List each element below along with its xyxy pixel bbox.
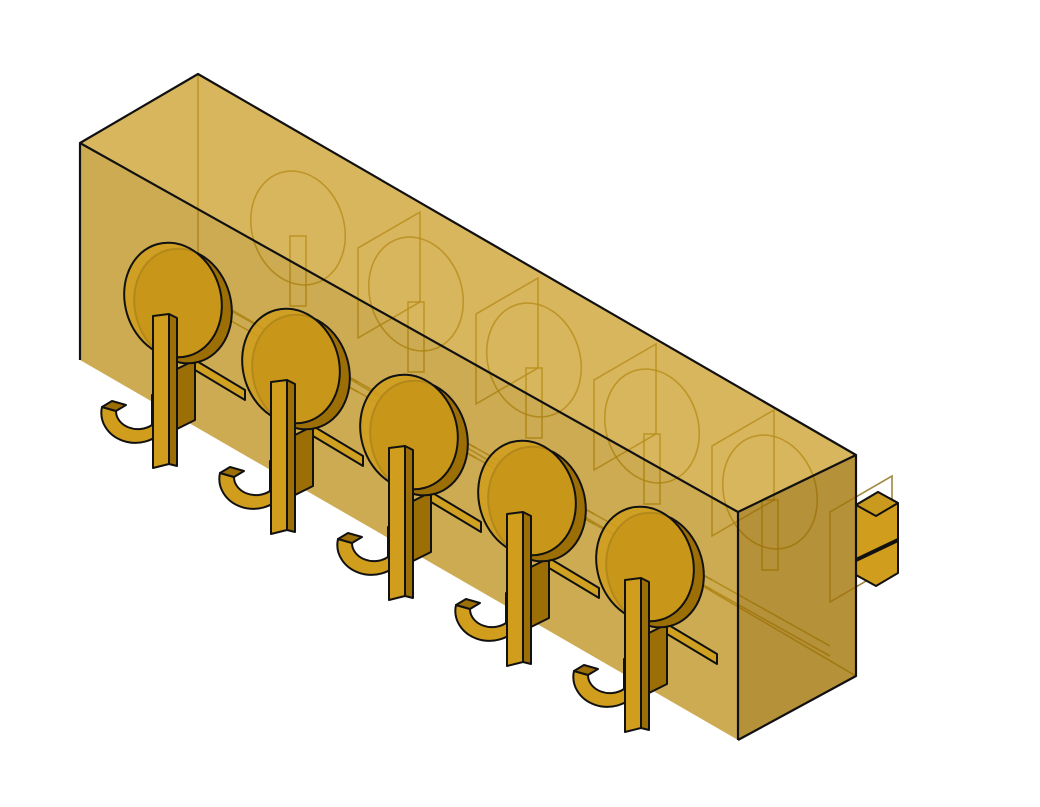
rack-outline-top bbox=[79, 72, 858, 513]
hook-curl-tip bbox=[337, 532, 363, 544]
hook-disc-front bbox=[241, 307, 341, 425]
hook-rail bbox=[666, 623, 718, 665]
rack-outline-front bbox=[78, 141, 740, 740]
hook-rail bbox=[312, 425, 364, 467]
hook bbox=[454, 439, 600, 667]
hook-stem-side bbox=[168, 313, 178, 467]
hook-stem-side bbox=[640, 577, 650, 731]
hook bbox=[572, 505, 718, 733]
hook-stem bbox=[152, 313, 170, 469]
peg-groove bbox=[855, 538, 899, 562]
hook bbox=[218, 307, 364, 535]
hooks-group bbox=[100, 241, 718, 733]
hook-disc-front bbox=[595, 505, 695, 623]
rack-outline bbox=[78, 72, 858, 741]
hook-stem-side bbox=[522, 511, 532, 665]
right-mounting-peg bbox=[855, 491, 899, 587]
hook-stem-side bbox=[404, 445, 414, 599]
rack-outline-end bbox=[737, 455, 858, 741]
hook bbox=[336, 373, 482, 601]
hook-stem-side bbox=[286, 379, 296, 533]
rack-body bbox=[80, 74, 856, 740]
hook-curl-tip bbox=[573, 664, 599, 676]
hook-curl-tip bbox=[455, 598, 481, 610]
hook-rail bbox=[194, 359, 246, 401]
hook-stem bbox=[388, 445, 406, 601]
hook-curl-tip bbox=[101, 400, 127, 412]
hook-curl-tip bbox=[219, 466, 245, 478]
hook-stem bbox=[624, 577, 642, 733]
rack-end-face bbox=[738, 455, 856, 740]
hook-disc-front bbox=[477, 439, 577, 557]
hook-stem bbox=[270, 379, 288, 535]
hook-disc-front bbox=[123, 241, 223, 359]
hook-stem bbox=[506, 511, 524, 667]
hook-rail bbox=[430, 491, 482, 533]
peg-top bbox=[855, 491, 899, 517]
hook-disc-front bbox=[359, 373, 459, 491]
hook-rail bbox=[548, 557, 600, 599]
rack-top-face bbox=[80, 74, 856, 512]
hook bbox=[100, 241, 246, 469]
